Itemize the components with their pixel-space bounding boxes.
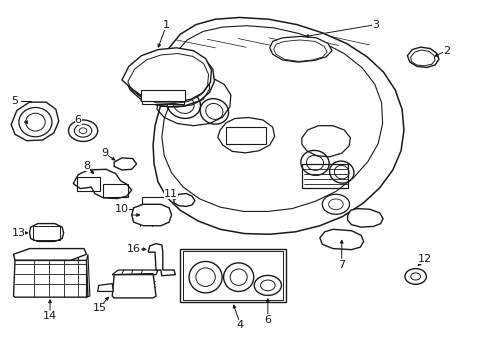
Circle shape bbox=[404, 269, 426, 284]
Text: 3: 3 bbox=[371, 19, 379, 30]
Bar bbox=[33, 226, 60, 240]
Text: 6: 6 bbox=[264, 315, 271, 325]
Polygon shape bbox=[112, 274, 156, 298]
Bar bbox=[225, 127, 265, 144]
Polygon shape bbox=[174, 194, 195, 206]
Bar bbox=[103, 184, 127, 197]
Polygon shape bbox=[98, 284, 113, 292]
Text: 4: 4 bbox=[236, 320, 243, 330]
Polygon shape bbox=[407, 47, 438, 67]
Text: 8: 8 bbox=[83, 161, 90, 171]
Polygon shape bbox=[269, 36, 331, 62]
Text: 12: 12 bbox=[417, 254, 431, 264]
Text: 15: 15 bbox=[92, 303, 106, 313]
Polygon shape bbox=[148, 244, 175, 276]
Text: 2: 2 bbox=[442, 46, 449, 56]
Polygon shape bbox=[126, 50, 214, 107]
Bar bbox=[183, 251, 283, 300]
Text: 10: 10 bbox=[115, 204, 129, 214]
Text: 16: 16 bbox=[126, 244, 141, 253]
Text: 11: 11 bbox=[163, 189, 177, 199]
Bar bbox=[301, 163, 347, 188]
Polygon shape bbox=[73, 169, 131, 199]
Bar bbox=[142, 90, 183, 104]
Text: 13: 13 bbox=[11, 228, 25, 238]
Polygon shape bbox=[30, 224, 63, 242]
Polygon shape bbox=[131, 204, 171, 226]
Polygon shape bbox=[114, 158, 136, 170]
Text: 9: 9 bbox=[101, 148, 108, 158]
Bar bbox=[180, 249, 286, 302]
Text: 6: 6 bbox=[75, 115, 81, 125]
Bar bbox=[141, 90, 185, 102]
Circle shape bbox=[68, 120, 98, 141]
Polygon shape bbox=[14, 249, 86, 260]
Text: 7: 7 bbox=[338, 260, 345, 270]
Text: 5: 5 bbox=[12, 96, 19, 107]
Polygon shape bbox=[347, 208, 382, 227]
Bar bbox=[77, 177, 100, 192]
Text: 1: 1 bbox=[163, 19, 170, 30]
Text: 14: 14 bbox=[43, 311, 57, 321]
Polygon shape bbox=[11, 102, 59, 141]
Polygon shape bbox=[153, 18, 403, 234]
Polygon shape bbox=[122, 48, 211, 102]
Polygon shape bbox=[319, 229, 363, 249]
